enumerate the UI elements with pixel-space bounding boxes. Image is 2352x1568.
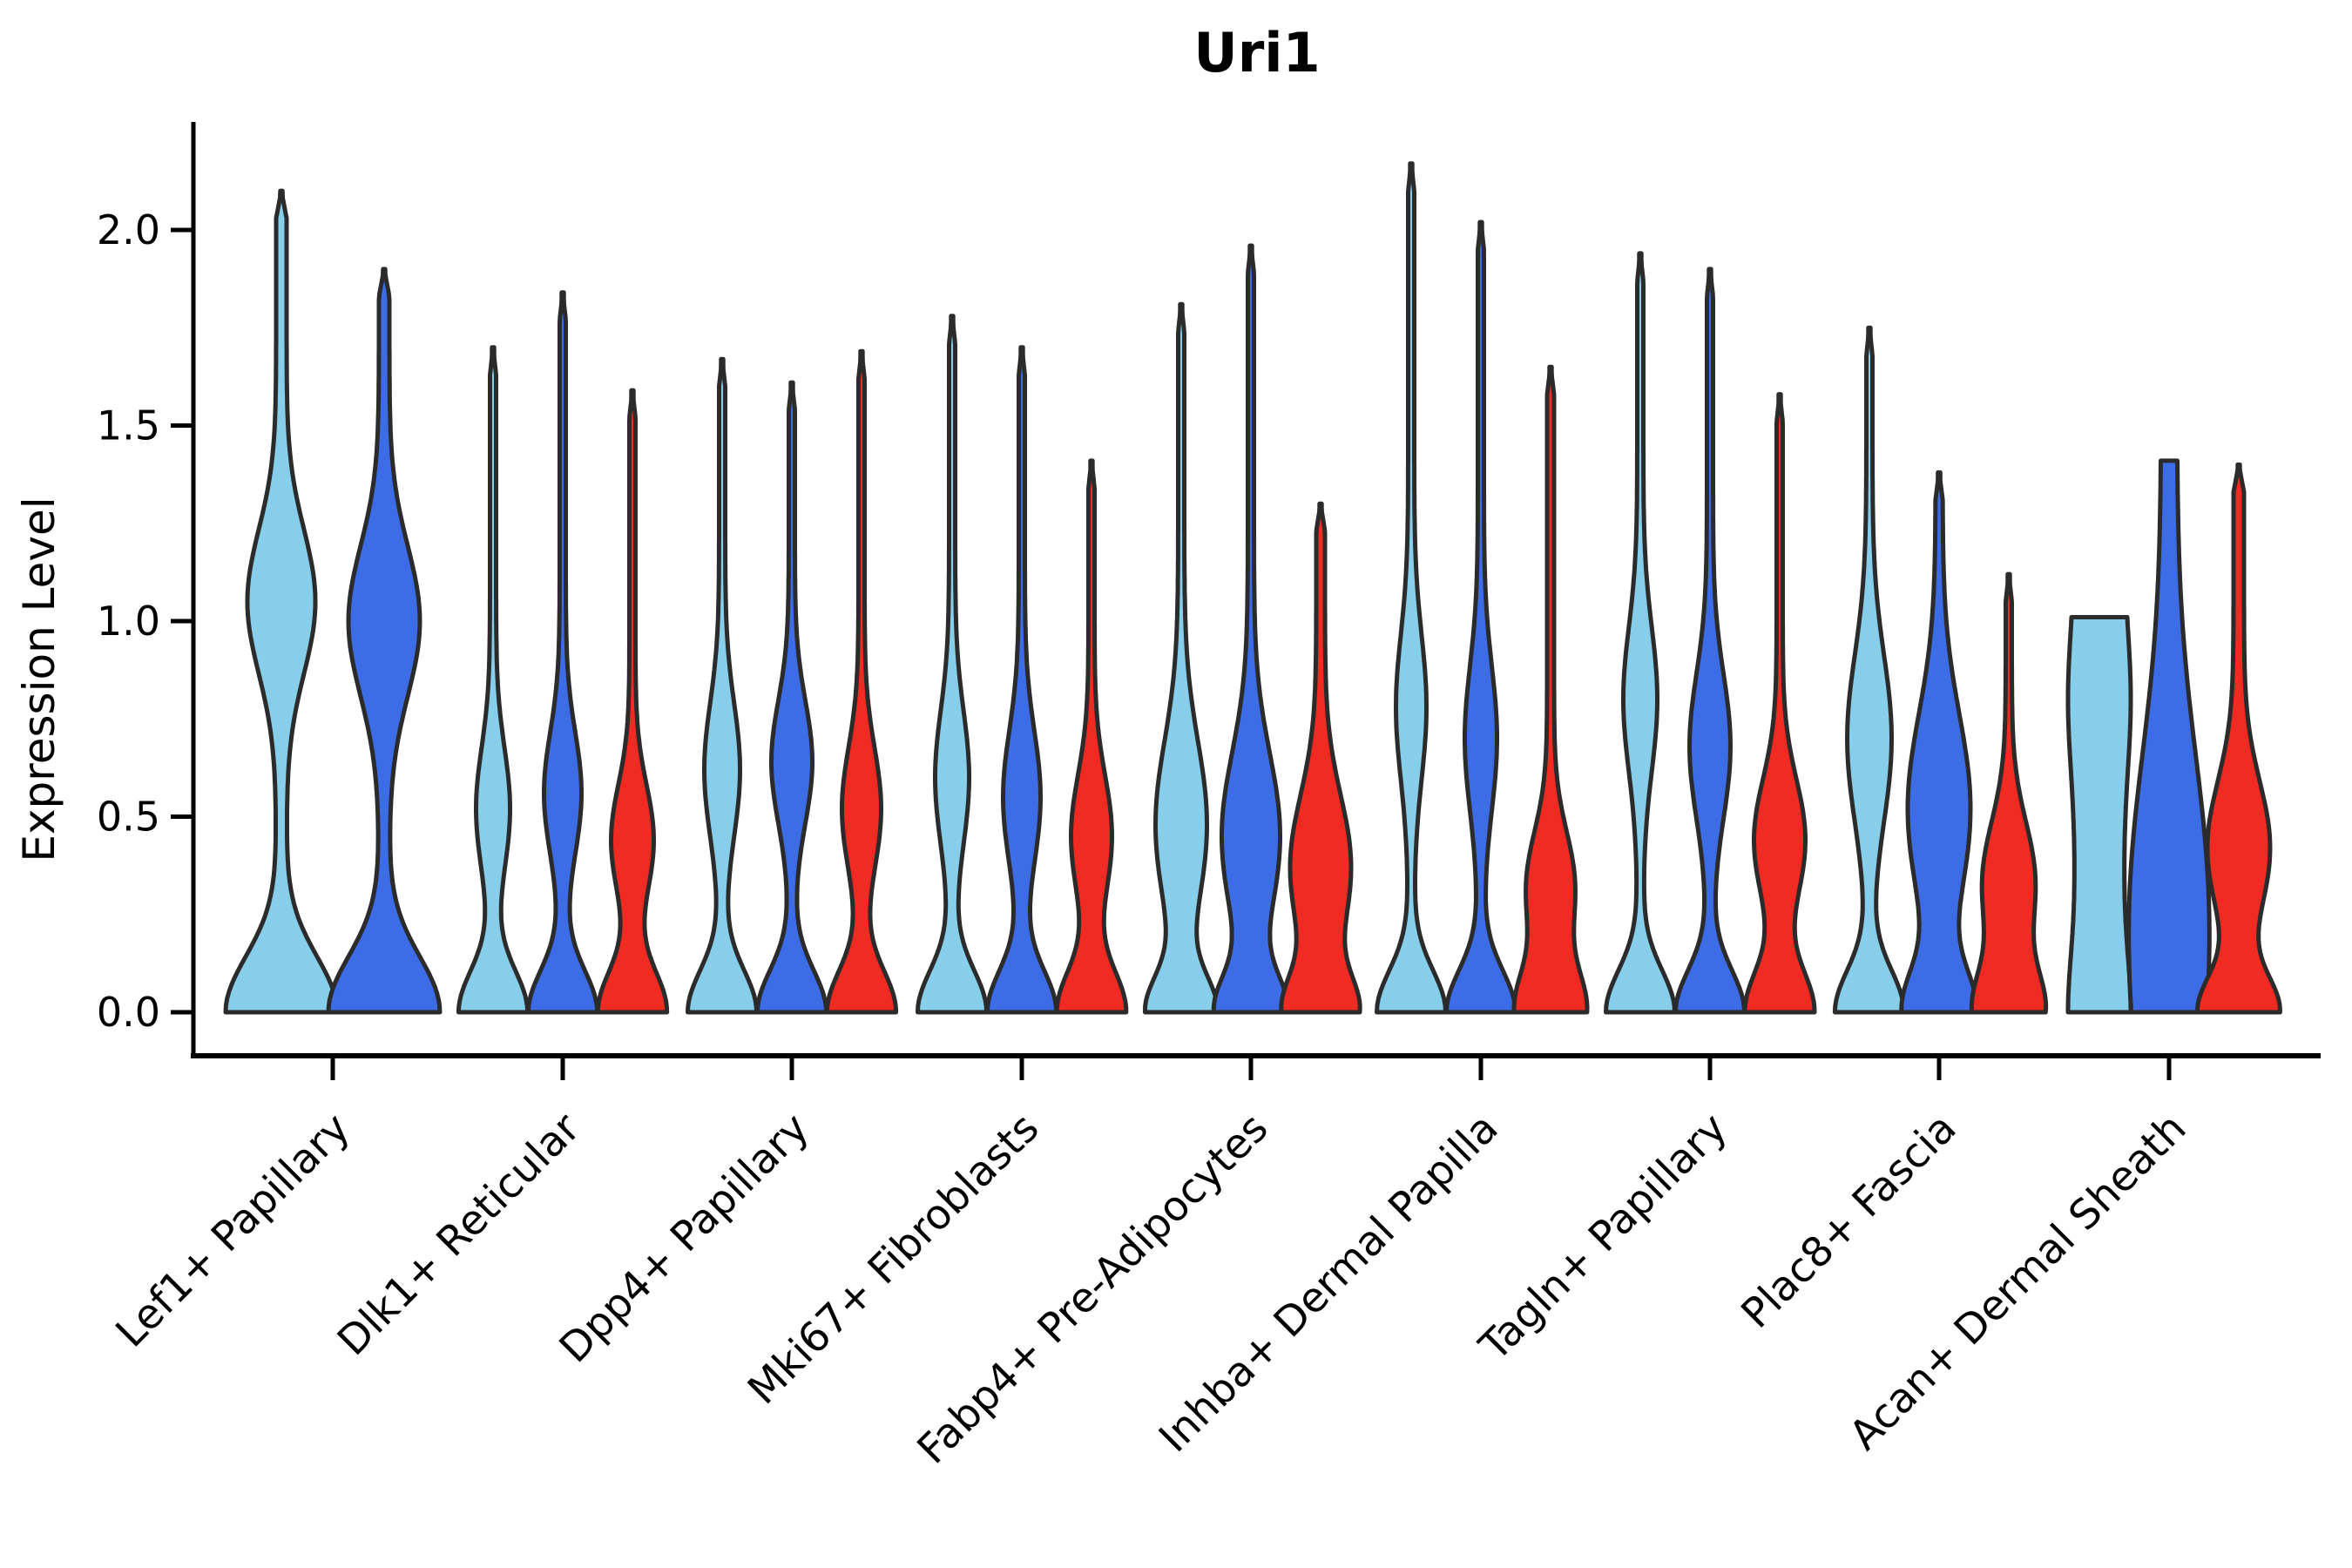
violin-dpp4-condition-2-dark-blue bbox=[755, 380, 828, 1015]
chart-title: Uri1 bbox=[1193, 21, 1320, 84]
violin-inhba-condition-3-red bbox=[1511, 364, 1590, 1015]
violin-inhba-condition-2-dark-blue bbox=[1444, 220, 1517, 1015]
violin-acan-condition-3-red bbox=[2195, 462, 2282, 1015]
y-tick-label: 2.0 bbox=[97, 206, 160, 253]
x-tick-label: Dlk1+ Reticular bbox=[328, 1104, 590, 1365]
violin-acan-condition-1-light-blue bbox=[2065, 615, 2133, 1015]
x-tick-label: Dpp4+ Papillary bbox=[551, 1105, 819, 1373]
violin-lef1-condition-1-light-blue bbox=[223, 188, 340, 1015]
violin-dpp4-condition-3-red bbox=[824, 348, 899, 1015]
violin-dpp4-condition-1-light-blue bbox=[686, 356, 759, 1015]
violin-dlk1-condition-1-light-blue bbox=[456, 345, 531, 1015]
violin-fabp4-condition-2-dark-blue bbox=[1211, 243, 1291, 1015]
violin-mki67-condition-2-dark-blue bbox=[984, 345, 1059, 1015]
violin-mki67-condition-3-red bbox=[1054, 458, 1129, 1015]
y-tick-label: 0.5 bbox=[97, 794, 160, 841]
violin-plac8-condition-1-light-blue bbox=[1832, 325, 1907, 1015]
violins-layer bbox=[223, 161, 2282, 1015]
violin-dlk1-condition-3-red bbox=[595, 388, 670, 1015]
x-tick-label: Plac8+ Fascia bbox=[1733, 1105, 1966, 1338]
violin-plac8-condition-3-red bbox=[1969, 571, 2049, 1015]
violin-tagln-condition-2-dark-blue bbox=[1673, 267, 1747, 1015]
violin-tagln-condition-1-light-blue bbox=[1604, 251, 1677, 1015]
violin-fabp4-condition-1-light-blue bbox=[1143, 301, 1220, 1015]
violin-tagln-condition-3-red bbox=[1742, 392, 1817, 1015]
violin-dlk1-condition-2-dark-blue bbox=[526, 290, 599, 1015]
violin-lef1-condition-2-dark-blue bbox=[326, 267, 443, 1015]
x-tick-label: Tagln+ Papillary bbox=[1470, 1105, 1737, 1371]
y-tick-label: 1.5 bbox=[97, 402, 160, 449]
violin-inhba-condition-1-light-blue bbox=[1375, 161, 1448, 1015]
violin-mki67-condition-1-light-blue bbox=[916, 314, 989, 1015]
x-tick-label: Lef1+ Papillary bbox=[107, 1105, 360, 1357]
y-axis-label: Expression Level bbox=[14, 497, 64, 862]
violin-acan-condition-2-dark-blue bbox=[2126, 458, 2212, 1015]
y-tick-label: 0.0 bbox=[97, 989, 160, 1036]
violin-fabp4-condition-3-red bbox=[1279, 501, 1362, 1015]
y-tick-label: 1.0 bbox=[97, 598, 160, 645]
violin-plac8-condition-2-dark-blue bbox=[1899, 470, 1979, 1015]
